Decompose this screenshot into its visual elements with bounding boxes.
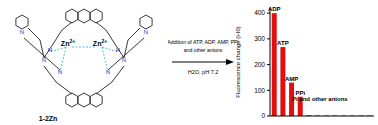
- svg-text:400: 400: [254, 9, 265, 16]
- svg-text:H: H: [48, 47, 52, 53]
- svg-text:N: N: [20, 29, 24, 35]
- svg-text:ATP: ATP: [277, 40, 289, 46]
- svg-text:PPi: PPi: [295, 90, 305, 96]
- svg-text:H2O, pH 7.2: H2O, pH 7.2: [188, 69, 219, 75]
- svg-text:N: N: [106, 69, 110, 75]
- svg-text:0: 0: [261, 112, 265, 119]
- svg-text:H: H: [116, 47, 120, 53]
- svg-text:N: N: [144, 29, 148, 35]
- svg-text:100: 100: [254, 87, 265, 94]
- svg-text:Fluorescence change (I-I0): Fluorescence change (I-I0): [236, 26, 241, 98]
- svg-text:Addition of ATP, ADP, AMP, PPi: Addition of ATP, ADP, AMP, PPi: [168, 39, 238, 45]
- svg-text:ADP: ADP: [268, 6, 281, 12]
- svg-text:300: 300: [254, 35, 265, 42]
- svg-text:N: N: [58, 69, 62, 75]
- svg-text:AMP: AMP: [285, 76, 298, 82]
- svg-text:Zn2+: Zn2+: [93, 38, 107, 47]
- html-text:Pi and other anions: Pi and other anions: [292, 96, 348, 102]
- svg-text:and other anions: and other anions: [184, 47, 223, 53]
- svg-text:200: 200: [254, 61, 265, 68]
- svg-text:1-2Zn: 1-2Zn: [39, 115, 58, 122]
- svg-text:N: N: [122, 57, 126, 63]
- svg-text:Zn2+: Zn2+: [61, 38, 75, 47]
- svg-text:N: N: [42, 57, 46, 63]
